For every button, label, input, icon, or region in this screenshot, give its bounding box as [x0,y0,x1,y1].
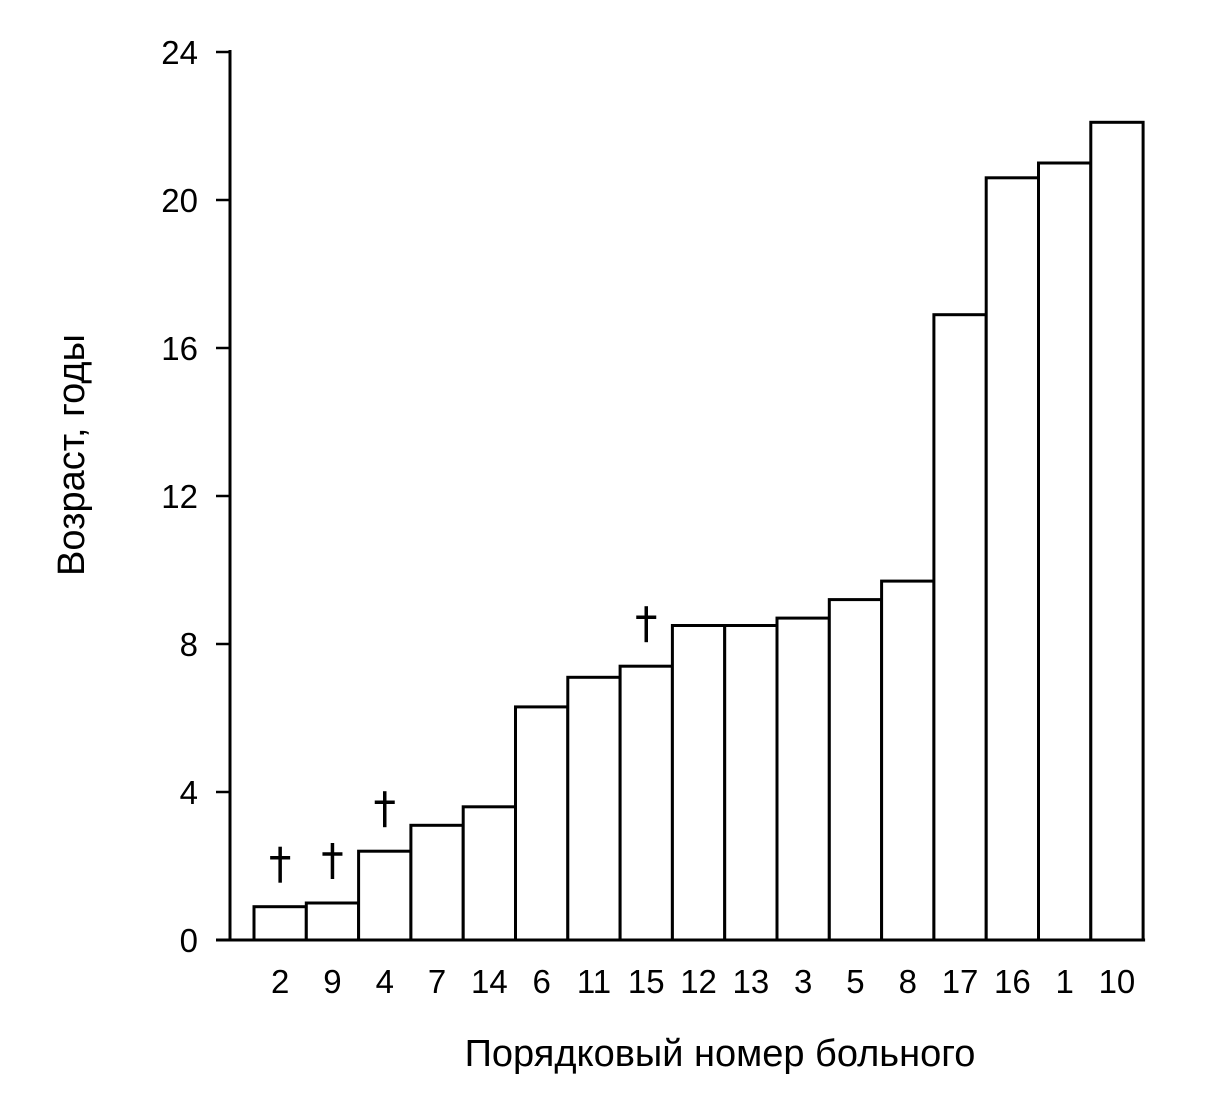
bar [932,313,988,942]
x-tick-label: 8 [899,963,917,1000]
bar [566,675,622,942]
y-tick-label: 4 [180,774,198,811]
bar [304,901,361,942]
x-axis-tick-labels: 2 9 4 7 14 6 11 15 12 13 3 5 8 17 16 1 10 [271,963,1135,1000]
bar [514,705,570,942]
x-tick-label: 9 [323,963,341,1000]
y-tick-label: 24 [161,34,198,71]
x-tick-label: 5 [846,963,864,1000]
bar [461,805,518,942]
bar [409,823,465,942]
x-tick-label: 10 [1099,963,1136,1000]
x-tick-label: 3 [794,963,812,1000]
x-tick-label: 4 [376,963,394,1000]
dagger-marker [374,791,395,828]
y-tick-label: 8 [180,626,198,663]
x-tick-label: 15 [628,963,665,1000]
y-tick-label: 20 [161,182,198,219]
dagger-marker [636,606,657,643]
x-tick-label: 12 [680,963,717,1000]
x-tick-label: 7 [428,963,446,1000]
dagger-marker [322,843,343,879]
dagger-markers [270,606,657,883]
x-axis-title: Порядковый номер больного [465,1033,976,1075]
y-tick-label: 12 [161,478,198,515]
x-tick-label: 2 [271,963,289,1000]
bar [252,905,308,942]
x-tick-label: 6 [532,963,550,1000]
x-tick-label: 13 [732,963,769,1000]
x-tick-label: 1 [1055,963,1073,1000]
dagger-marker [270,846,291,883]
bar [670,624,727,942]
y-tick-label: 0 [180,922,198,959]
x-tick-label: 16 [994,963,1031,1000]
bar [357,849,413,942]
bar [1089,120,1145,942]
bar [723,624,779,942]
x-tick-label: 14 [471,963,508,1000]
bar [880,579,936,942]
x-tick-label: 17 [942,963,979,1000]
bar [618,664,674,942]
bar [827,598,884,942]
y-axis-title: Возраст, годы [51,334,93,576]
y-tick-label: 16 [161,330,198,367]
bar [984,176,1041,942]
x-tick-label: 11 [577,963,611,1000]
bars [252,120,1145,942]
bar [1037,161,1093,942]
bar [775,616,831,942]
